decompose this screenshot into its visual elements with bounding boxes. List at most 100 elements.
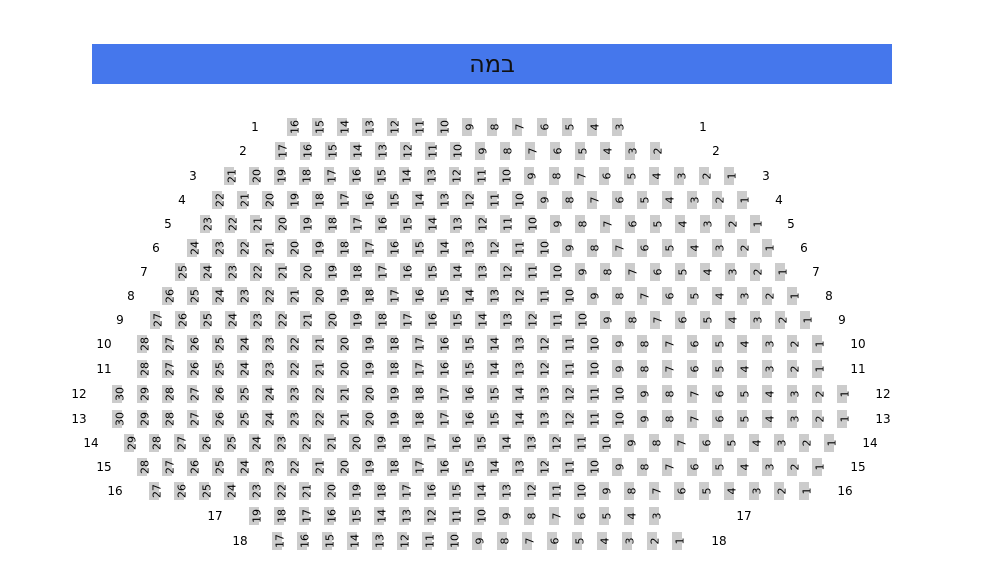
seat[interactable]: 14 bbox=[485, 359, 505, 379]
seat[interactable]: 8 bbox=[585, 238, 605, 258]
seat[interactable]: 5 bbox=[710, 457, 730, 477]
seat[interactable]: 25 bbox=[173, 262, 193, 282]
seat[interactable]: 3 bbox=[785, 384, 805, 404]
seat[interactable]: 22 bbox=[310, 409, 330, 429]
seat[interactable]: 18 bbox=[348, 262, 368, 282]
seat[interactable]: 14 bbox=[510, 409, 530, 429]
seat[interactable]: 2 bbox=[648, 141, 668, 161]
seat[interactable]: 10 bbox=[585, 359, 605, 379]
seat[interactable]: 1 bbox=[773, 262, 793, 282]
seat[interactable]: 23 bbox=[198, 214, 218, 234]
seat[interactable]: 25 bbox=[210, 359, 230, 379]
seat[interactable]: 9 bbox=[610, 457, 630, 477]
seat[interactable]: 20 bbox=[360, 384, 380, 404]
seat[interactable]: 7 bbox=[660, 359, 680, 379]
seat[interactable]: 7 bbox=[623, 262, 643, 282]
seat[interactable]: 11 bbox=[547, 481, 567, 501]
seat[interactable]: 12 bbox=[447, 166, 467, 186]
seat[interactable]: 1 bbox=[670, 531, 690, 551]
seat[interactable]: 10 bbox=[510, 190, 530, 210]
seat[interactable]: 18 bbox=[397, 433, 417, 453]
seat[interactable]: 15 bbox=[460, 457, 480, 477]
seat[interactable]: 9 bbox=[573, 262, 593, 282]
seat[interactable]: 17 bbox=[422, 433, 442, 453]
seat[interactable]: 6 bbox=[697, 433, 717, 453]
seat[interactable]: 5 bbox=[722, 433, 742, 453]
seat[interactable]: 23 bbox=[248, 310, 268, 330]
seat[interactable]: 19 bbox=[347, 481, 367, 501]
seat[interactable]: 9 bbox=[535, 190, 555, 210]
seat[interactable]: 28 bbox=[135, 457, 155, 477]
seat[interactable]: 8 bbox=[660, 409, 680, 429]
seat[interactable]: 3 bbox=[760, 457, 780, 477]
seat[interactable]: 3 bbox=[620, 531, 640, 551]
seat[interactable]: 21 bbox=[297, 481, 317, 501]
seat[interactable]: 8 bbox=[635, 359, 655, 379]
seat[interactable]: 30 bbox=[110, 409, 130, 429]
seat[interactable]: 4 bbox=[722, 481, 742, 501]
seat[interactable]: 27 bbox=[185, 409, 205, 429]
seat[interactable]: 22 bbox=[285, 359, 305, 379]
seat[interactable]: 5 bbox=[597, 506, 617, 526]
seat[interactable]: 5 bbox=[673, 262, 693, 282]
seat[interactable]: 15 bbox=[485, 384, 505, 404]
seat[interactable]: 4 bbox=[760, 409, 780, 429]
seat[interactable]: 21 bbox=[322, 433, 342, 453]
seat[interactable]: 24 bbox=[210, 286, 230, 306]
seat[interactable]: 12 bbox=[522, 481, 542, 501]
seat[interactable]: 19 bbox=[247, 506, 267, 526]
seat[interactable]: 1 bbox=[722, 166, 742, 186]
seat[interactable]: 9 bbox=[622, 433, 642, 453]
seat[interactable]: 17 bbox=[435, 384, 455, 404]
seat[interactable]: 29 bbox=[135, 409, 155, 429]
seat[interactable]: 6 bbox=[672, 481, 692, 501]
seat[interactable]: 13 bbox=[510, 334, 530, 354]
seat[interactable]: 11 bbox=[585, 409, 605, 429]
seat[interactable]: 6 bbox=[535, 117, 555, 137]
seat[interactable]: 17 bbox=[435, 409, 455, 429]
seat[interactable]: 7 bbox=[672, 433, 692, 453]
seat[interactable]: 28 bbox=[160, 384, 180, 404]
seat[interactable]: 13 bbox=[370, 531, 390, 551]
seat[interactable]: 16 bbox=[422, 481, 442, 501]
seat[interactable]: 22 bbox=[272, 481, 292, 501]
seat[interactable]: 10 bbox=[535, 238, 555, 258]
seat[interactable]: 1 bbox=[760, 238, 780, 258]
seat[interactable]: 6 bbox=[710, 384, 730, 404]
seat[interactable]: 9 bbox=[522, 166, 542, 186]
seat[interactable]: 25 bbox=[185, 286, 205, 306]
seat[interactable]: 15 bbox=[410, 238, 430, 258]
seat[interactable]: 9 bbox=[548, 214, 568, 234]
seat[interactable]: 12 bbox=[523, 310, 543, 330]
seat[interactable]: 7 bbox=[660, 334, 680, 354]
seat[interactable]: 11 bbox=[560, 457, 580, 477]
seat[interactable]: 4 bbox=[673, 214, 693, 234]
seat[interactable]: 11 bbox=[560, 334, 580, 354]
seat[interactable]: 19 bbox=[335, 286, 355, 306]
seat[interactable]: 19 bbox=[360, 457, 380, 477]
seat[interactable]: 2 bbox=[810, 409, 830, 429]
seat[interactable]: 10 bbox=[560, 286, 580, 306]
seat[interactable]: 15 bbox=[460, 334, 480, 354]
seat[interactable]: 21 bbox=[235, 190, 255, 210]
seat[interactable]: 20 bbox=[298, 262, 318, 282]
seat[interactable]: 14 bbox=[485, 334, 505, 354]
seat[interactable]: 15 bbox=[423, 262, 443, 282]
seat[interactable]: 5 bbox=[697, 481, 717, 501]
seat[interactable]: 18 bbox=[410, 384, 430, 404]
seat[interactable]: 6 bbox=[673, 310, 693, 330]
seat[interactable]: 13 bbox=[510, 457, 530, 477]
seat[interactable]: 1 bbox=[810, 334, 830, 354]
seat[interactable]: 25 bbox=[197, 481, 217, 501]
seat[interactable]: 14 bbox=[448, 262, 468, 282]
seat[interactable]: 18 bbox=[323, 214, 343, 234]
seat[interactable]: 10 bbox=[435, 117, 455, 137]
seat[interactable]: 11 bbox=[472, 166, 492, 186]
seat[interactable]: 16 bbox=[360, 190, 380, 210]
seat[interactable]: 13 bbox=[397, 506, 417, 526]
seat[interactable]: 2 bbox=[697, 166, 717, 186]
seat[interactable]: 4 bbox=[735, 334, 755, 354]
seat[interactable]: 26 bbox=[160, 286, 180, 306]
seat[interactable]: 5 bbox=[735, 384, 755, 404]
seat[interactable]: 14 bbox=[397, 166, 417, 186]
